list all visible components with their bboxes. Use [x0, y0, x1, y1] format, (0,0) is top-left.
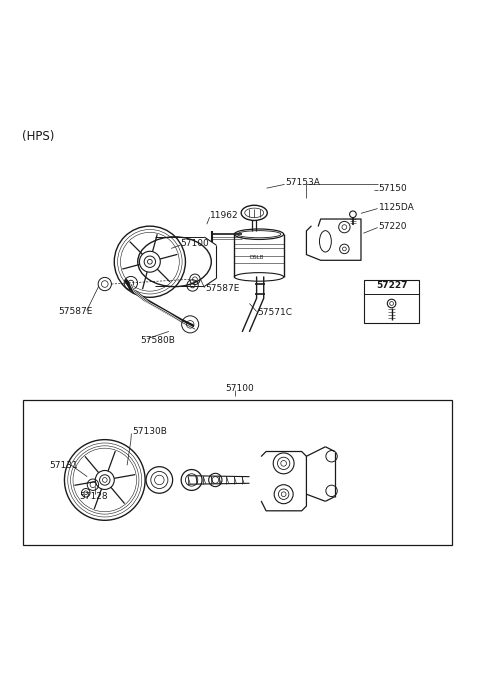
Text: 57150: 57150 — [379, 184, 408, 193]
Text: 57131: 57131 — [49, 461, 78, 470]
Text: 57571C: 57571C — [258, 308, 292, 317]
Text: 57587E: 57587E — [58, 307, 93, 316]
Text: (HPS): (HPS) — [22, 130, 54, 143]
Text: 57100: 57100 — [180, 239, 209, 247]
Text: 57580B: 57580B — [140, 336, 175, 345]
Text: 57587E: 57587E — [205, 284, 240, 294]
Bar — [364, 280, 419, 323]
Text: 57130B: 57130B — [132, 426, 167, 435]
Text: 57153A: 57153A — [286, 178, 321, 187]
Text: 57128: 57128 — [80, 492, 108, 501]
Text: 57100: 57100 — [225, 384, 254, 393]
Text: 11962: 11962 — [210, 211, 239, 220]
Text: 1125DA: 1125DA — [379, 203, 414, 212]
Text: 57227: 57227 — [376, 282, 408, 290]
Bar — [23, 400, 452, 545]
Text: DSLB: DSLB — [250, 255, 264, 261]
Text: 57220: 57220 — [379, 222, 407, 231]
